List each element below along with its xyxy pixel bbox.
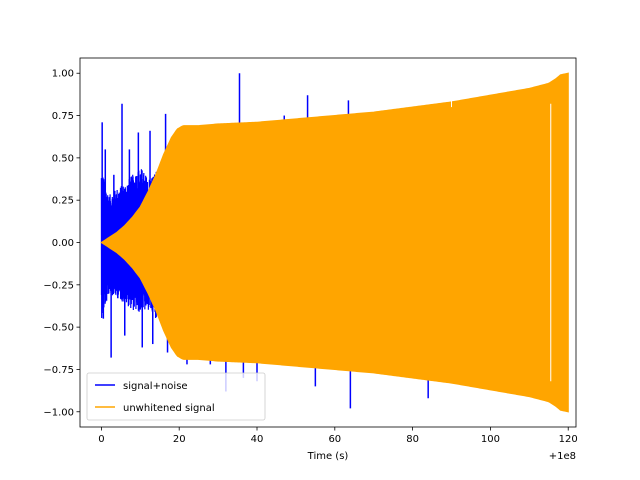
y-tick-label: 0.75 xyxy=(52,111,74,122)
y-tick-label: 0.25 xyxy=(52,196,74,207)
unwhitened-signal-envelope xyxy=(100,72,569,413)
y-tick-label: 0.50 xyxy=(52,153,74,164)
y-tick-label: 1.00 xyxy=(52,69,74,80)
legend-label: unwhitened signal xyxy=(123,403,215,414)
legend-box xyxy=(86,372,266,421)
x-axis-ticks: 0 20 40 60 80 100 120 xyxy=(98,427,578,445)
y-tick-label: −0.50 xyxy=(43,323,74,334)
x-axis-offset-label: +1e8 xyxy=(549,451,576,462)
x-tick-label: 100 xyxy=(481,434,500,445)
y-tick-label: −0.75 xyxy=(43,365,74,376)
legend-label: signal+noise xyxy=(123,381,188,392)
y-axis-ticks: −1.00 −0.75 −0.50 −0.25 0.00 0.25 0.50 0.75 1.00 xyxy=(43,69,80,418)
y-tick-label: −1.00 xyxy=(43,407,74,418)
x-tick-label: 120 xyxy=(559,434,578,445)
x-tick-label: 60 xyxy=(328,434,341,445)
x-tick-label: 20 xyxy=(173,434,186,445)
x-tick-label: 80 xyxy=(406,434,419,445)
y-tick-label: 0.00 xyxy=(52,238,74,249)
series-unwhitened-signal xyxy=(100,72,569,413)
x-tick-label: 0 xyxy=(98,434,104,445)
legend: signal+noise unwhitened signal xyxy=(86,372,266,421)
x-axis-label: Time (s) xyxy=(307,451,349,462)
y-tick-label: −0.25 xyxy=(43,280,74,291)
plot-area xyxy=(100,72,569,413)
x-tick-label: 40 xyxy=(251,434,264,445)
